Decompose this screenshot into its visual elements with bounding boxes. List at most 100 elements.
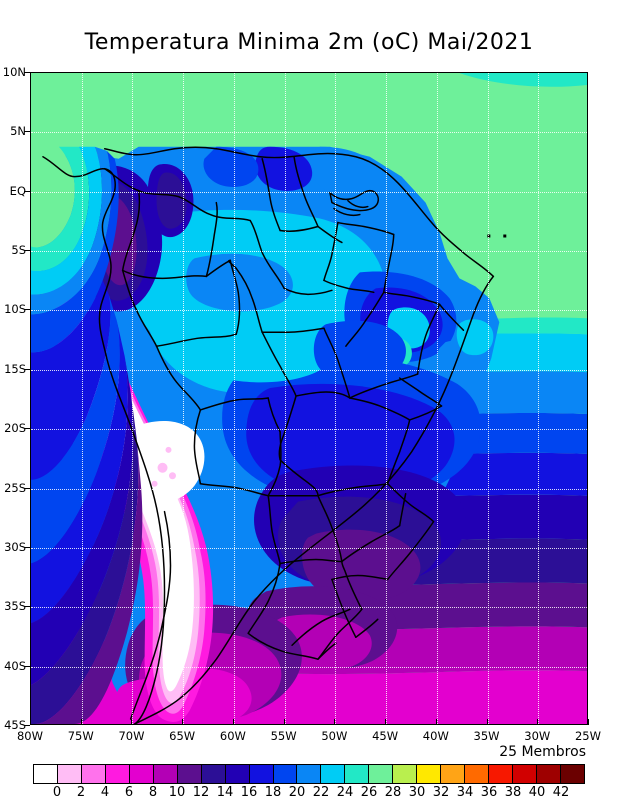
x-axis-label: 75W	[67, 729, 94, 743]
colorbar-tick-label: 12	[192, 785, 210, 800]
y-axis-tick	[24, 606, 30, 608]
y-axis-label: 5N	[10, 124, 26, 139]
colorbar-cell	[369, 765, 394, 783]
y-axis-label: 10S	[4, 302, 26, 317]
colorbar-cell	[417, 765, 442, 783]
colorbar-cell	[153, 765, 178, 783]
y-axis-tick	[24, 190, 30, 192]
colorbar-tick-label: 38	[504, 785, 522, 800]
colorbar-cell	[273, 765, 298, 783]
y-axis-label: 25S	[4, 480, 26, 495]
x-axis-label: 25W	[574, 729, 602, 743]
colorbar-tick-label: 14	[216, 785, 234, 800]
x-axis-tick	[588, 719, 589, 725]
colorbar-cell	[177, 765, 202, 783]
colorbar-cell	[441, 765, 466, 783]
colorbar-tick-label: 20	[288, 785, 306, 800]
colorbar-tick-label: 34	[456, 785, 474, 800]
y-axis-tick	[24, 665, 30, 667]
x-axis-tick	[283, 719, 285, 725]
x-axis-label: 30W	[524, 729, 551, 743]
x-axis-tick	[385, 719, 387, 725]
y-axis-label: 15S	[4, 361, 26, 376]
y-axis-label: 10N	[2, 65, 26, 79]
colorbar-tick-label: 32	[432, 785, 450, 800]
y-axis-label: 20S	[4, 421, 26, 436]
colorbar-tick-label: 16	[240, 785, 258, 800]
x-axis-tick	[182, 719, 184, 725]
temperature-field	[31, 73, 587, 724]
y-axis-tick	[24, 487, 30, 489]
colorbar-cell	[201, 765, 226, 783]
page-title: Temperatura Minima 2m (oC) Mai/2021	[84, 30, 534, 55]
x-axis-tick	[486, 719, 488, 725]
colorbar-cell	[57, 765, 82, 783]
colorbar-cell	[81, 765, 106, 783]
y-axis-tick	[24, 368, 30, 370]
colorbar-cell	[489, 765, 514, 783]
y-axis-label: EQ	[9, 183, 26, 198]
x-axis-tick	[131, 719, 133, 725]
x-axis-label: 55W	[270, 729, 297, 743]
colorbar-cell	[465, 765, 490, 783]
x-axis-tick	[334, 719, 336, 725]
x-axis-label: 70W	[118, 729, 145, 743]
colorbar-cell	[321, 765, 346, 783]
colorbar-tick-label: 36	[480, 785, 498, 800]
colorbar-cell	[345, 765, 370, 783]
colorbar-tick-label: 4	[100, 785, 110, 800]
colorbar-tick-label: 2	[76, 785, 86, 800]
x-axis-label: 65W	[169, 729, 196, 743]
colorbar-tick-label: 18	[264, 785, 282, 800]
colorbar-tick-label: 28	[384, 785, 402, 800]
y-axis-label: 35S	[4, 599, 26, 614]
colorbar-tick-label: 6	[124, 785, 134, 800]
colorbar-cell	[249, 765, 274, 783]
colorbar-cell	[560, 765, 584, 783]
members-caption: 25 Membros	[499, 744, 586, 760]
colorbar-cell	[393, 765, 418, 783]
y-axis-tick	[24, 250, 30, 252]
colorbar-tick-label: 22	[312, 785, 330, 800]
x-axis-tick	[435, 719, 437, 725]
colorbar-tick-label: 40	[528, 785, 546, 800]
y-axis-tick	[24, 131, 30, 133]
colorbar-tick-label: 8	[148, 785, 158, 800]
y-axis-tick	[24, 428, 30, 430]
y-axis-tick	[24, 309, 30, 311]
colorbar-tick-label: 24	[336, 785, 354, 800]
colorbar-cell	[105, 765, 130, 783]
colorbar-cell	[34, 765, 58, 783]
colorbar-tick-label: 26	[360, 785, 378, 800]
x-axis-tick	[232, 719, 234, 725]
y-axis-label: 40S	[4, 658, 26, 673]
x-axis-tick	[80, 719, 82, 725]
colorbar-tick-label: 0	[52, 785, 62, 800]
map-plot-area	[30, 72, 588, 725]
x-axis-tick	[537, 719, 539, 725]
y-axis-label: 45S	[4, 718, 26, 732]
colorbar-tick-labels: 0 2 4 6 8 10 12 14 16 18 20 22 24 26 28 30 32 34 36 38 40 42	[33, 785, 585, 803]
y-axis-tick	[24, 72, 30, 73]
colorbar-tick-label: 10	[168, 785, 186, 800]
x-axis-label: 40W	[422, 729, 449, 743]
y-axis-label: 30S	[4, 539, 26, 554]
colorbar	[33, 764, 585, 784]
x-axis-label: 60W	[219, 729, 246, 743]
x-axis-label: 50W	[321, 729, 348, 743]
x-axis-label: 45W	[372, 729, 399, 743]
y-axis-label: 5S	[11, 243, 26, 258]
x-axis-label: 80W	[16, 729, 44, 743]
y-axis-tick	[24, 725, 30, 726]
colorbar-tick-label: 30	[408, 785, 426, 800]
colorbar-cell	[129, 765, 154, 783]
x-axis-label: 35W	[473, 729, 500, 743]
colorbar-tick-label: 42	[552, 785, 570, 800]
colorbar-cell	[513, 765, 538, 783]
colorbar-cell	[225, 765, 250, 783]
colorbar-cell	[297, 765, 322, 783]
y-axis-tick	[24, 546, 30, 548]
x-axis-tick	[30, 719, 31, 725]
colorbar-cell	[537, 765, 561, 783]
